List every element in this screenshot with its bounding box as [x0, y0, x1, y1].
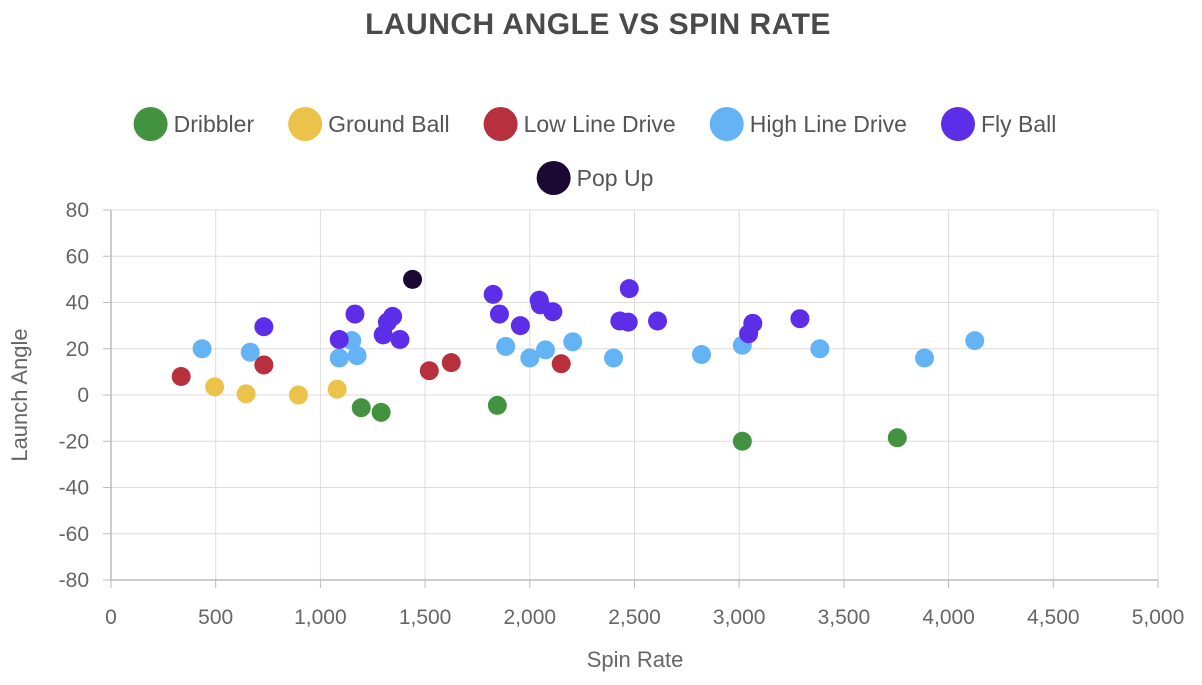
chart-title: LAUNCH ANGLE VS SPIN RATE — [365, 8, 831, 41]
x-tick-label: 4,000 — [922, 606, 975, 629]
axes: 0 500 1,000 1,500 2,000 2,500 3,000 3,500 4,000 4… — [59, 199, 1185, 629]
point-fly-ball[interactable] — [619, 279, 639, 299]
legend-item-dribbler[interactable]: Dribbler — [133, 107, 255, 141]
series-high-line-drive — [192, 331, 985, 368]
point-high-line-drive[interactable] — [496, 336, 516, 356]
y-axis-title: Launch Angle — [7, 328, 32, 461]
point-ground-ball[interactable] — [236, 384, 256, 404]
series-dribbler — [351, 395, 907, 451]
point-low-line-drive[interactable] — [254, 355, 274, 375]
legend-item-fly-ball[interactable]: Fly Ball — [940, 107, 1056, 141]
legend-swatch — [288, 107, 323, 141]
x-tick-label: 2,000 — [504, 606, 557, 629]
point-high-line-drive[interactable] — [915, 348, 935, 368]
point-fly-ball[interactable] — [254, 317, 274, 337]
point-high-line-drive[interactable] — [520, 348, 540, 368]
x-tick-label: 0 — [105, 606, 117, 629]
legend-item-low-line-drive[interactable]: Low Line Drive — [483, 107, 676, 141]
point-high-line-drive[interactable] — [240, 342, 260, 362]
series-low-line-drive — [171, 353, 571, 386]
point-dribbler[interactable] — [371, 402, 391, 422]
y-tick-label: 0 — [77, 384, 89, 407]
series-pop-up — [403, 269, 423, 289]
point-high-line-drive[interactable] — [192, 339, 212, 359]
point-fly-ball[interactable] — [329, 330, 349, 349]
x-tick-label: 5,000 — [1132, 606, 1185, 629]
point-fly-ball[interactable] — [648, 311, 668, 331]
y-tick-label: 80 — [66, 199, 89, 222]
legend-swatch — [536, 161, 571, 195]
point-ground-ball[interactable] — [327, 379, 347, 399]
series-ground-ball — [205, 377, 347, 405]
legend-label: High Line Drive — [750, 111, 907, 137]
point-fly-ball[interactable] — [345, 304, 365, 324]
point-fly-ball[interactable] — [790, 309, 810, 329]
point-low-line-drive[interactable] — [441, 353, 461, 373]
point-dribbler[interactable] — [887, 428, 907, 448]
x-tick-label: 500 — [198, 606, 233, 629]
gridlines — [110, 209, 1159, 581]
series-fly-ball — [254, 279, 810, 349]
point-high-line-drive[interactable] — [536, 340, 556, 360]
point-high-line-drive[interactable] — [810, 339, 830, 359]
point-ground-ball[interactable] — [288, 385, 308, 405]
point-high-line-drive[interactable] — [965, 331, 985, 351]
point-pop-up[interactable] — [403, 269, 423, 289]
point-fly-ball[interactable] — [483, 284, 503, 304]
legend-swatch — [940, 107, 975, 141]
point-fly-ball[interactable] — [543, 302, 563, 322]
y-tick-label: -80 — [59, 569, 89, 592]
point-ground-ball[interactable] — [205, 377, 225, 397]
point-low-line-drive[interactable] — [171, 367, 191, 386]
legend-row: Dribbler Ground Ball Low Line Drive High Li… — [133, 107, 1056, 141]
x-tick-label: 2,500 — [608, 606, 661, 629]
point-high-line-drive[interactable] — [692, 345, 712, 365]
legend-label: Dribbler — [174, 111, 255, 137]
legend-row: Pop Up — [536, 161, 654, 195]
x-tick-label: 4,500 — [1027, 606, 1080, 629]
point-high-line-drive[interactable] — [563, 332, 583, 352]
point-low-line-drive[interactable] — [419, 361, 439, 381]
legend-item-pop-up[interactable]: Pop Up — [536, 161, 654, 195]
point-dribbler[interactable] — [351, 398, 371, 418]
point-fly-ball[interactable] — [618, 312, 638, 332]
legend-label: Fly Ball — [981, 111, 1056, 137]
legend-label: Low Line Drive — [524, 111, 676, 137]
x-tick-label: 3,000 — [713, 606, 766, 629]
point-high-line-drive[interactable] — [604, 348, 624, 368]
point-low-line-drive[interactable] — [551, 354, 571, 374]
x-tick-label: 1,000 — [294, 606, 347, 629]
y-tick-label: 20 — [66, 338, 89, 361]
point-dribbler[interactable] — [487, 395, 507, 415]
point-high-line-drive[interactable] — [347, 346, 367, 366]
point-fly-ball[interactable] — [383, 306, 403, 326]
y-tick-label: -60 — [59, 523, 89, 546]
y-tick-label: -20 — [59, 430, 89, 453]
legend: Dribbler Ground Ball Low Line Drive High Li… — [133, 107, 1056, 195]
legend-swatch — [709, 107, 744, 141]
data-points — [171, 269, 985, 451]
legend-swatch — [133, 107, 168, 141]
x-tick-label: 1,500 — [399, 606, 452, 629]
point-fly-ball[interactable] — [390, 330, 410, 349]
point-high-line-drive[interactable] — [329, 348, 349, 368]
point-fly-ball[interactable] — [510, 316, 530, 336]
y-tick-label: 40 — [66, 292, 89, 315]
y-tick-label: 60 — [66, 245, 89, 268]
legend-item-ground-ball[interactable]: Ground Ball — [288, 107, 450, 141]
x-tick-label: 3,500 — [818, 606, 871, 629]
point-fly-ball[interactable] — [743, 313, 763, 333]
legend-swatch — [483, 107, 518, 141]
x-axis-title: Spin Rate — [587, 647, 684, 672]
legend-label: Ground Ball — [328, 111, 449, 137]
legend-item-high-line-drive[interactable]: High Line Drive — [709, 107, 907, 141]
point-fly-ball[interactable] — [489, 304, 509, 324]
point-dribbler[interactable] — [732, 431, 752, 451]
y-tick-label: -40 — [59, 477, 89, 500]
legend-label: Pop Up — [577, 165, 654, 191]
